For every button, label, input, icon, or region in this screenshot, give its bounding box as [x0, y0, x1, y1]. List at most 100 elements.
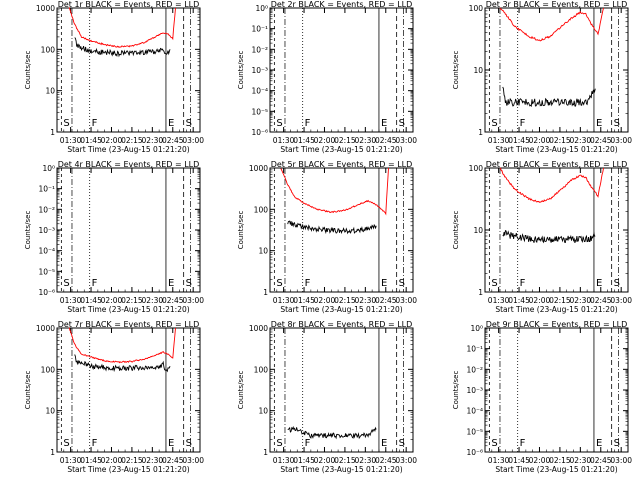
- marker-label: S: [63, 438, 69, 449]
- marker-label: E: [381, 278, 387, 289]
- marker-label: S: [276, 438, 282, 449]
- y-tick-label: 10⁰: [255, 4, 268, 13]
- chart-panel: Det 5r BLACK = Events, RED = LLD 1 10 100 10…: [237, 160, 417, 314]
- x-tick-label: 03:00: [395, 456, 417, 465]
- marker-label: F: [305, 118, 311, 129]
- x-tick-label: 02:00: [314, 136, 336, 145]
- x-tick-label: 01:30: [60, 456, 82, 465]
- marker-label: E: [596, 118, 602, 129]
- y-tick-label: 10⁻⁴: [251, 87, 268, 96]
- series-line: [287, 220, 377, 235]
- y-tick-label: 1: [263, 448, 268, 457]
- x-tick-label: 02:00: [101, 296, 123, 305]
- chart-panel: Det 1r BLACK = Events, RED = LLD 1 10 100 10…: [24, 0, 204, 154]
- x-tick-label: 03:00: [182, 456, 204, 465]
- y-axis-label: Counts/sec: [24, 371, 32, 410]
- x-tick-label: 02:30: [142, 296, 164, 305]
- marker-label: S: [491, 438, 497, 449]
- marker-label: F: [520, 278, 526, 289]
- y-tick-label: 100: [469, 4, 484, 13]
- chart-title: Det 6r BLACK = Events, RED = LLD: [486, 160, 628, 169]
- x-tick-label: 01:45: [293, 136, 315, 145]
- y-axis-label: Counts/sec: [452, 51, 460, 90]
- marker-label: S: [399, 278, 405, 289]
- y-tick-label: 10⁻¹: [38, 185, 55, 194]
- chart-title: Det 2r BLACK = Events, RED = LLD: [271, 0, 413, 9]
- marker-label: F: [305, 278, 311, 289]
- marker-label: F: [92, 278, 98, 289]
- x-tick-label: 02:00: [314, 456, 336, 465]
- chart-panel: Det 6r BLACK = Events, RED = LLD 1 10 100 Co…: [452, 160, 632, 314]
- chart-panel: Det 3r BLACK = Events, RED = LLD 1 10 100 Co…: [452, 0, 632, 154]
- y-tick-label: 10⁻¹: [251, 25, 268, 34]
- x-tick-label: 03:00: [395, 136, 417, 145]
- y-tick-label: 10⁻²: [466, 365, 483, 374]
- chart-title: Det 5r BLACK = Events, RED = LLD: [271, 160, 413, 169]
- marker-label: F: [92, 438, 98, 449]
- x-tick-label: 02:45: [162, 296, 184, 305]
- plot-frame: [269, 327, 414, 453]
- marker-label: S: [399, 438, 405, 449]
- x-tick-label: 02:45: [375, 296, 397, 305]
- x-tick-label: 02:45: [590, 296, 612, 305]
- y-tick-label: 1000: [249, 164, 268, 173]
- marker-label: S: [63, 118, 69, 129]
- y-tick-label: 10: [258, 407, 268, 416]
- x-tick-label: 02:15: [549, 296, 571, 305]
- x-axis-label: Start Time (23-Aug-15 01:21:20): [495, 145, 617, 154]
- x-tick-label: 02:00: [101, 456, 123, 465]
- y-tick-label: 10: [258, 247, 268, 256]
- y-tick-label: 100: [41, 365, 56, 374]
- x-tick-label: 02:15: [334, 456, 356, 465]
- x-tick-label: 02:00: [529, 456, 551, 465]
- x-tick-label: 02:15: [549, 136, 571, 145]
- x-tick-label: 03:00: [610, 456, 632, 465]
- chart-title: Det 4r BLACK = Events, RED = LLD: [58, 160, 200, 169]
- x-axis-label: Start Time (23-Aug-15 01:21:20): [280, 465, 402, 474]
- series-line: [68, 327, 176, 364]
- x-tick-label: 02:00: [529, 136, 551, 145]
- marker-label: S: [186, 438, 192, 449]
- y-tick-label: 100: [41, 45, 56, 54]
- marker-label: F: [92, 118, 98, 129]
- x-tick-label: 02:15: [121, 136, 143, 145]
- x-tick-label: 03:00: [610, 296, 632, 305]
- y-tick-label: 10⁻⁵: [251, 107, 268, 116]
- series-line: [68, 7, 176, 49]
- marker-label: S: [491, 118, 497, 129]
- y-tick-label: 10⁻¹: [466, 345, 483, 354]
- y-tick-label: 1: [478, 128, 483, 137]
- x-tick-label: 01:45: [293, 456, 315, 465]
- chart-panel: Det 9r BLACK = Events, RED = LLD 10⁻⁶ 10⁻⁵…: [452, 320, 632, 474]
- y-tick-label: 10⁻⁶: [466, 448, 483, 457]
- x-axis-label: Start Time (23-Aug-15 01:21:20): [67, 145, 189, 154]
- chart-panel: Det 7r BLACK = Events, RED = LLD 1 10 100 10…: [24, 320, 204, 474]
- plot-frame: [269, 167, 414, 293]
- y-tick-label: 10: [45, 87, 55, 96]
- x-tick-label: 01:45: [80, 456, 102, 465]
- x-tick-label: 02:00: [529, 296, 551, 305]
- x-tick-label: 01:30: [60, 136, 82, 145]
- marker-label: E: [381, 118, 387, 129]
- marker-label: F: [305, 438, 311, 449]
- marker-label: S: [491, 278, 497, 289]
- x-tick-label: 02:45: [590, 136, 612, 145]
- y-axis-label: Counts/sec: [237, 371, 245, 410]
- x-tick-label: 02:30: [142, 136, 164, 145]
- x-tick-label: 03:00: [395, 296, 417, 305]
- series-line: [502, 86, 596, 108]
- marker-label: S: [614, 118, 620, 129]
- chart-title: Det 7r BLACK = Events, RED = LLD: [58, 320, 200, 329]
- x-axis-label: Start Time (23-Aug-15 01:21:20): [280, 305, 402, 314]
- series-line: [280, 167, 389, 216]
- marker-label: E: [596, 278, 602, 289]
- chart-title: Det 3r BLACK = Events, RED = LLD: [486, 0, 628, 9]
- marker-label: S: [186, 118, 192, 129]
- y-tick-label: 1: [263, 288, 268, 297]
- marker-label: S: [614, 278, 620, 289]
- x-tick-label: 03:00: [182, 296, 204, 305]
- x-axis-label: Start Time (23-Aug-15 01:21:20): [495, 305, 617, 314]
- y-tick-label: 10⁰: [470, 324, 483, 333]
- chart-title: Det 9r BLACK = Events, RED = LLD: [486, 320, 628, 329]
- y-tick-label: 10⁻⁴: [466, 407, 483, 416]
